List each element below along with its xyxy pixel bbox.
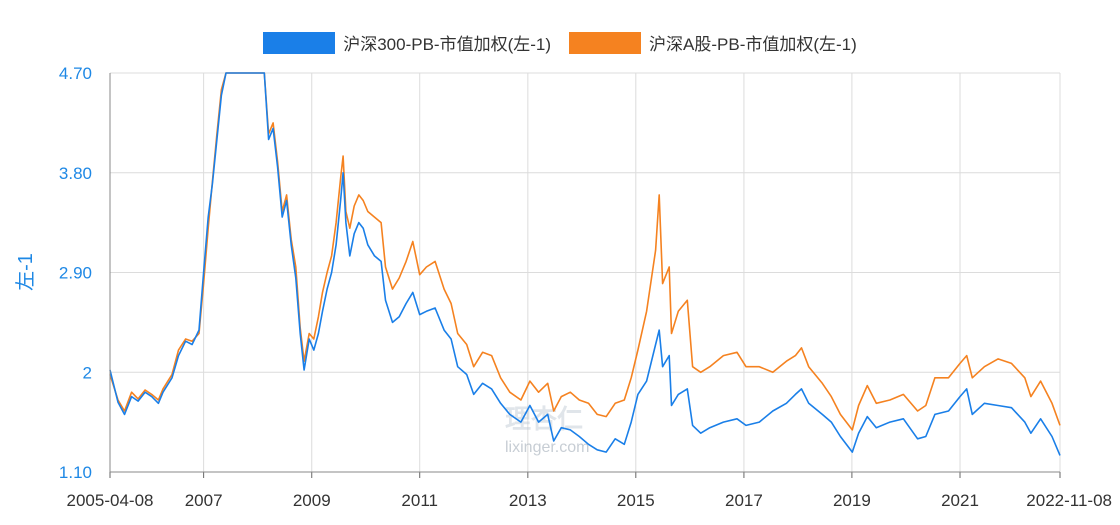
y-tick-label: 3.80 (59, 164, 92, 183)
legend-label-a-share: 沪深A股-PB-市值加权(左-1) (649, 35, 857, 54)
y-axis-label: 左-1 (14, 253, 37, 291)
legend: 沪深300-PB-市值加权(左-1) 沪深A股-PB-市值加权(左-1) (0, 30, 1120, 55)
x-tick-label: 2007 (185, 491, 223, 510)
x-tick-label: 2015 (617, 491, 655, 510)
x-tick-label: 2021 (941, 491, 979, 510)
series-lines (109, 72, 1061, 456)
y-tick-label: 4.70 (59, 64, 92, 83)
y-tick-label: 1.10 (59, 463, 92, 482)
legend-label-hs300: 沪深300-PB-市值加权(左-1) (343, 35, 552, 54)
y-tick-label: 2 (83, 363, 92, 382)
watermark-domain: lixinger.com (505, 439, 589, 456)
x-tick-label: 2005-04-08 (67, 491, 154, 510)
legend-swatch-a-share (569, 31, 642, 54)
series-line-hs300 (109, 72, 1061, 456)
y-tick-label: 2.90 (59, 264, 92, 283)
x-tick-label: 2011 (401, 491, 438, 510)
x-tick-label: 2009 (293, 491, 331, 510)
watermark: 理杏仁 lixinger.com (505, 404, 589, 456)
axes: 4.70 3.80 2.90 2 1.10 2005-04-08 2007 2009 2011 2… (59, 64, 1112, 510)
legend-swatch-hs300 (263, 31, 336, 54)
legend-item-a-share[interactable]: 沪深A股-PB-市值加权(左-1) (569, 30, 857, 55)
grid-lines (109, 72, 1061, 473)
legend-item-hs300[interactable]: 沪深300-PB-市值加权(左-1) (263, 30, 551, 55)
x-tick-label: 2022-11-08 (1026, 491, 1112, 510)
x-tick-label: 2013 (509, 491, 547, 510)
x-tick-label: 2019 (833, 491, 871, 510)
watermark-brand: 理杏仁 (505, 404, 583, 434)
series-line-a-share (109, 72, 1061, 431)
x-tick-label: 2017 (725, 491, 763, 510)
